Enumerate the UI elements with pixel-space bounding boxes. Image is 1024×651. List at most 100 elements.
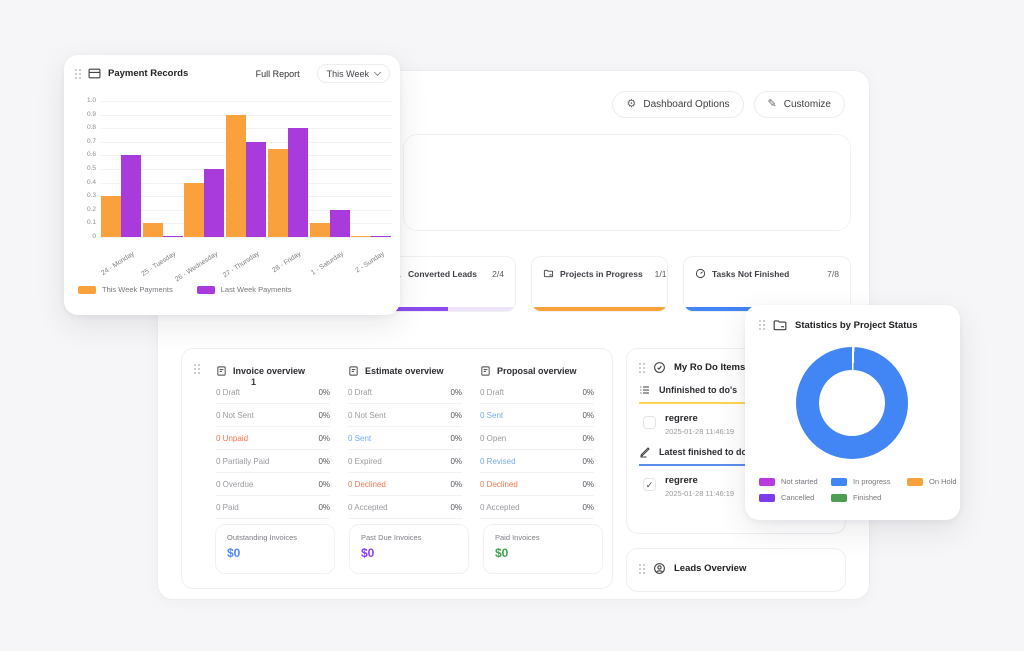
check-circle-icon bbox=[653, 361, 666, 374]
payment-records-title: Payment Records bbox=[108, 68, 189, 79]
payment-card-icon bbox=[88, 68, 101, 79]
stat-card-label: Projects in Progress bbox=[560, 268, 643, 279]
pen-icon bbox=[639, 446, 651, 458]
leads-overview-widget: Leads Overview bbox=[626, 548, 846, 592]
todo-item-date: 2025-01-28 11:46:19 bbox=[665, 427, 735, 436]
dashboard-options-button[interactable]: ⚙ Dashboard Options bbox=[612, 91, 744, 118]
legend-label: Last Week Payments bbox=[220, 285, 292, 294]
y-axis-tick: 0.2 bbox=[86, 205, 96, 213]
gridline bbox=[100, 101, 392, 102]
overview-row: 0 Revised 0% bbox=[480, 450, 594, 473]
legend-label: Cancelled bbox=[781, 493, 815, 502]
payments-legend: This Week Payments Last Week Payments bbox=[78, 285, 291, 294]
overview-row-label: 0 Open bbox=[480, 433, 507, 443]
bar-group bbox=[351, 235, 392, 237]
period-value: This Week bbox=[326, 68, 369, 79]
overview-row-percent: 0% bbox=[582, 456, 594, 466]
overview-row: 0 Not Sent 0% bbox=[216, 404, 330, 427]
checkbox-unchecked[interactable] bbox=[643, 416, 656, 429]
overview-row-label: 0 Accepted bbox=[348, 502, 388, 512]
estimate-icon bbox=[348, 365, 359, 377]
invoice-summary-row: Outstanding Invoices $0 Past Due Invoices $… bbox=[215, 524, 603, 574]
overview-row: 0 Sent 0% bbox=[480, 404, 594, 427]
gridline bbox=[100, 237, 392, 238]
pencil-icon: ✎ bbox=[767, 98, 777, 110]
x-axis-label: 26 - Wednesday bbox=[174, 250, 220, 284]
stat-cards-row: Converted Leads 2/4 Projects in Progress 1/… bbox=[379, 256, 851, 312]
drag-handle-icon[interactable] bbox=[639, 362, 645, 373]
drag-handle-icon[interactable] bbox=[759, 320, 765, 330]
bar-group bbox=[309, 209, 350, 237]
overview-row-percent: 0% bbox=[450, 433, 462, 443]
proposal-overview-title: Proposal overview bbox=[497, 366, 577, 376]
period-dropdown[interactable]: This Week bbox=[316, 64, 390, 83]
drag-handle-icon[interactable] bbox=[75, 68, 81, 79]
overview-row-label: 0 Declined bbox=[480, 479, 518, 489]
y-axis-tick: 0.8 bbox=[86, 124, 96, 132]
overview-row-label: 0 Draft bbox=[348, 387, 373, 397]
legend-label: On Hold bbox=[929, 477, 957, 486]
bar-group bbox=[267, 128, 308, 237]
stat-card-tasks-not-finished[interactable]: Tasks Not Finished 7/8 bbox=[683, 256, 851, 312]
checkbox-checked[interactable]: ✓ bbox=[643, 478, 656, 491]
overview-count-badge: 1 bbox=[251, 377, 257, 387]
leads-title: Leads Overview bbox=[674, 563, 747, 574]
full-report-button[interactable]: Full Report bbox=[255, 68, 300, 79]
legend-swatch bbox=[907, 477, 923, 486]
legend-label: Finished bbox=[853, 493, 882, 502]
legend-item: This Week Payments bbox=[78, 285, 173, 294]
summary-value: $0 bbox=[495, 546, 509, 560]
customize-button[interactable]: ✎ Customize bbox=[753, 91, 845, 118]
drag-handle-icon[interactable] bbox=[194, 364, 200, 374]
stat-card-projects-in-progress[interactable]: Projects in Progress 1/1 bbox=[531, 256, 668, 312]
legend-swatch bbox=[831, 493, 847, 502]
overview-row-label: 0 Draft bbox=[480, 387, 505, 397]
y-axis-tick: 0.3 bbox=[86, 192, 96, 200]
dashboard-options-label: Dashboard Options bbox=[643, 99, 730, 110]
outstanding-invoices-box: Outstanding Invoices $0 bbox=[215, 524, 335, 574]
folder-icon bbox=[773, 319, 787, 331]
drag-handle-icon[interactable] bbox=[639, 563, 645, 574]
overview-row-label: 0 Sent bbox=[348, 433, 372, 443]
bar-this-week-payments bbox=[226, 114, 247, 237]
legend-swatch bbox=[759, 493, 775, 502]
summary-label: Outstanding Invoices bbox=[227, 533, 298, 542]
overview-row-label: 0 Accepted bbox=[480, 502, 520, 512]
stat-card-label: Converted Leads bbox=[408, 268, 477, 279]
overview-row-percent: 0% bbox=[582, 433, 594, 443]
bar-group bbox=[142, 223, 183, 237]
overview-row-percent: 0% bbox=[582, 479, 594, 489]
legend-item-on-hold: On Hold bbox=[907, 477, 957, 486]
overview-row: 0 Declined 0% bbox=[348, 473, 462, 496]
donut-hole bbox=[819, 370, 885, 436]
legend-label: Not started bbox=[781, 477, 818, 486]
bar-group bbox=[184, 169, 225, 237]
paid-invoices-box: Paid Invoices $0 bbox=[483, 524, 603, 574]
legend-label: This Week Payments bbox=[102, 285, 173, 294]
overview-row-percent: 0% bbox=[582, 387, 594, 397]
overview-columns: Invoice overview 0 Draft 0% 0 Not Sent 0% 0 U… bbox=[216, 361, 594, 519]
x-axis-label: 1 - Saturday bbox=[309, 250, 345, 277]
y-axis-tick: 0.5 bbox=[86, 165, 96, 172]
stat-card-count: 2/4 bbox=[492, 268, 504, 279]
todo-item: regrere 2025-01-28 11:46:19 bbox=[643, 413, 833, 436]
summary-value: $0 bbox=[361, 546, 375, 560]
chevron-down-icon bbox=[373, 68, 382, 76]
overview-row-label: 0 Not Sent bbox=[216, 410, 254, 420]
todo-section-label: Unfinished to do's bbox=[659, 385, 738, 395]
past-due-invoices-box: Past Due Invoices $0 bbox=[349, 524, 469, 574]
x-axis-label: 28 - Friday bbox=[271, 250, 303, 275]
stat-card-converted-leads[interactable]: Converted Leads 2/4 bbox=[379, 256, 516, 312]
legend-swatch bbox=[759, 477, 775, 486]
overview-row: 0 Draft 0% bbox=[348, 381, 462, 404]
proposal-overview-column: Proposal overview 0 Draft 0% 0 Sent 0% 0 Open… bbox=[480, 361, 594, 519]
stat-progress-fill bbox=[532, 307, 667, 311]
bar-this-week-payments bbox=[101, 196, 121, 237]
project-status-widget: Statistics by Project Status Not started… bbox=[745, 305, 960, 520]
y-axis-tick: 0.7 bbox=[86, 137, 96, 145]
summary-label: Paid Invoices bbox=[495, 533, 540, 542]
stat-progress-track bbox=[380, 307, 515, 311]
customize-label: Customize bbox=[783, 99, 831, 110]
y-axis-tick: 0.1 bbox=[86, 219, 96, 227]
